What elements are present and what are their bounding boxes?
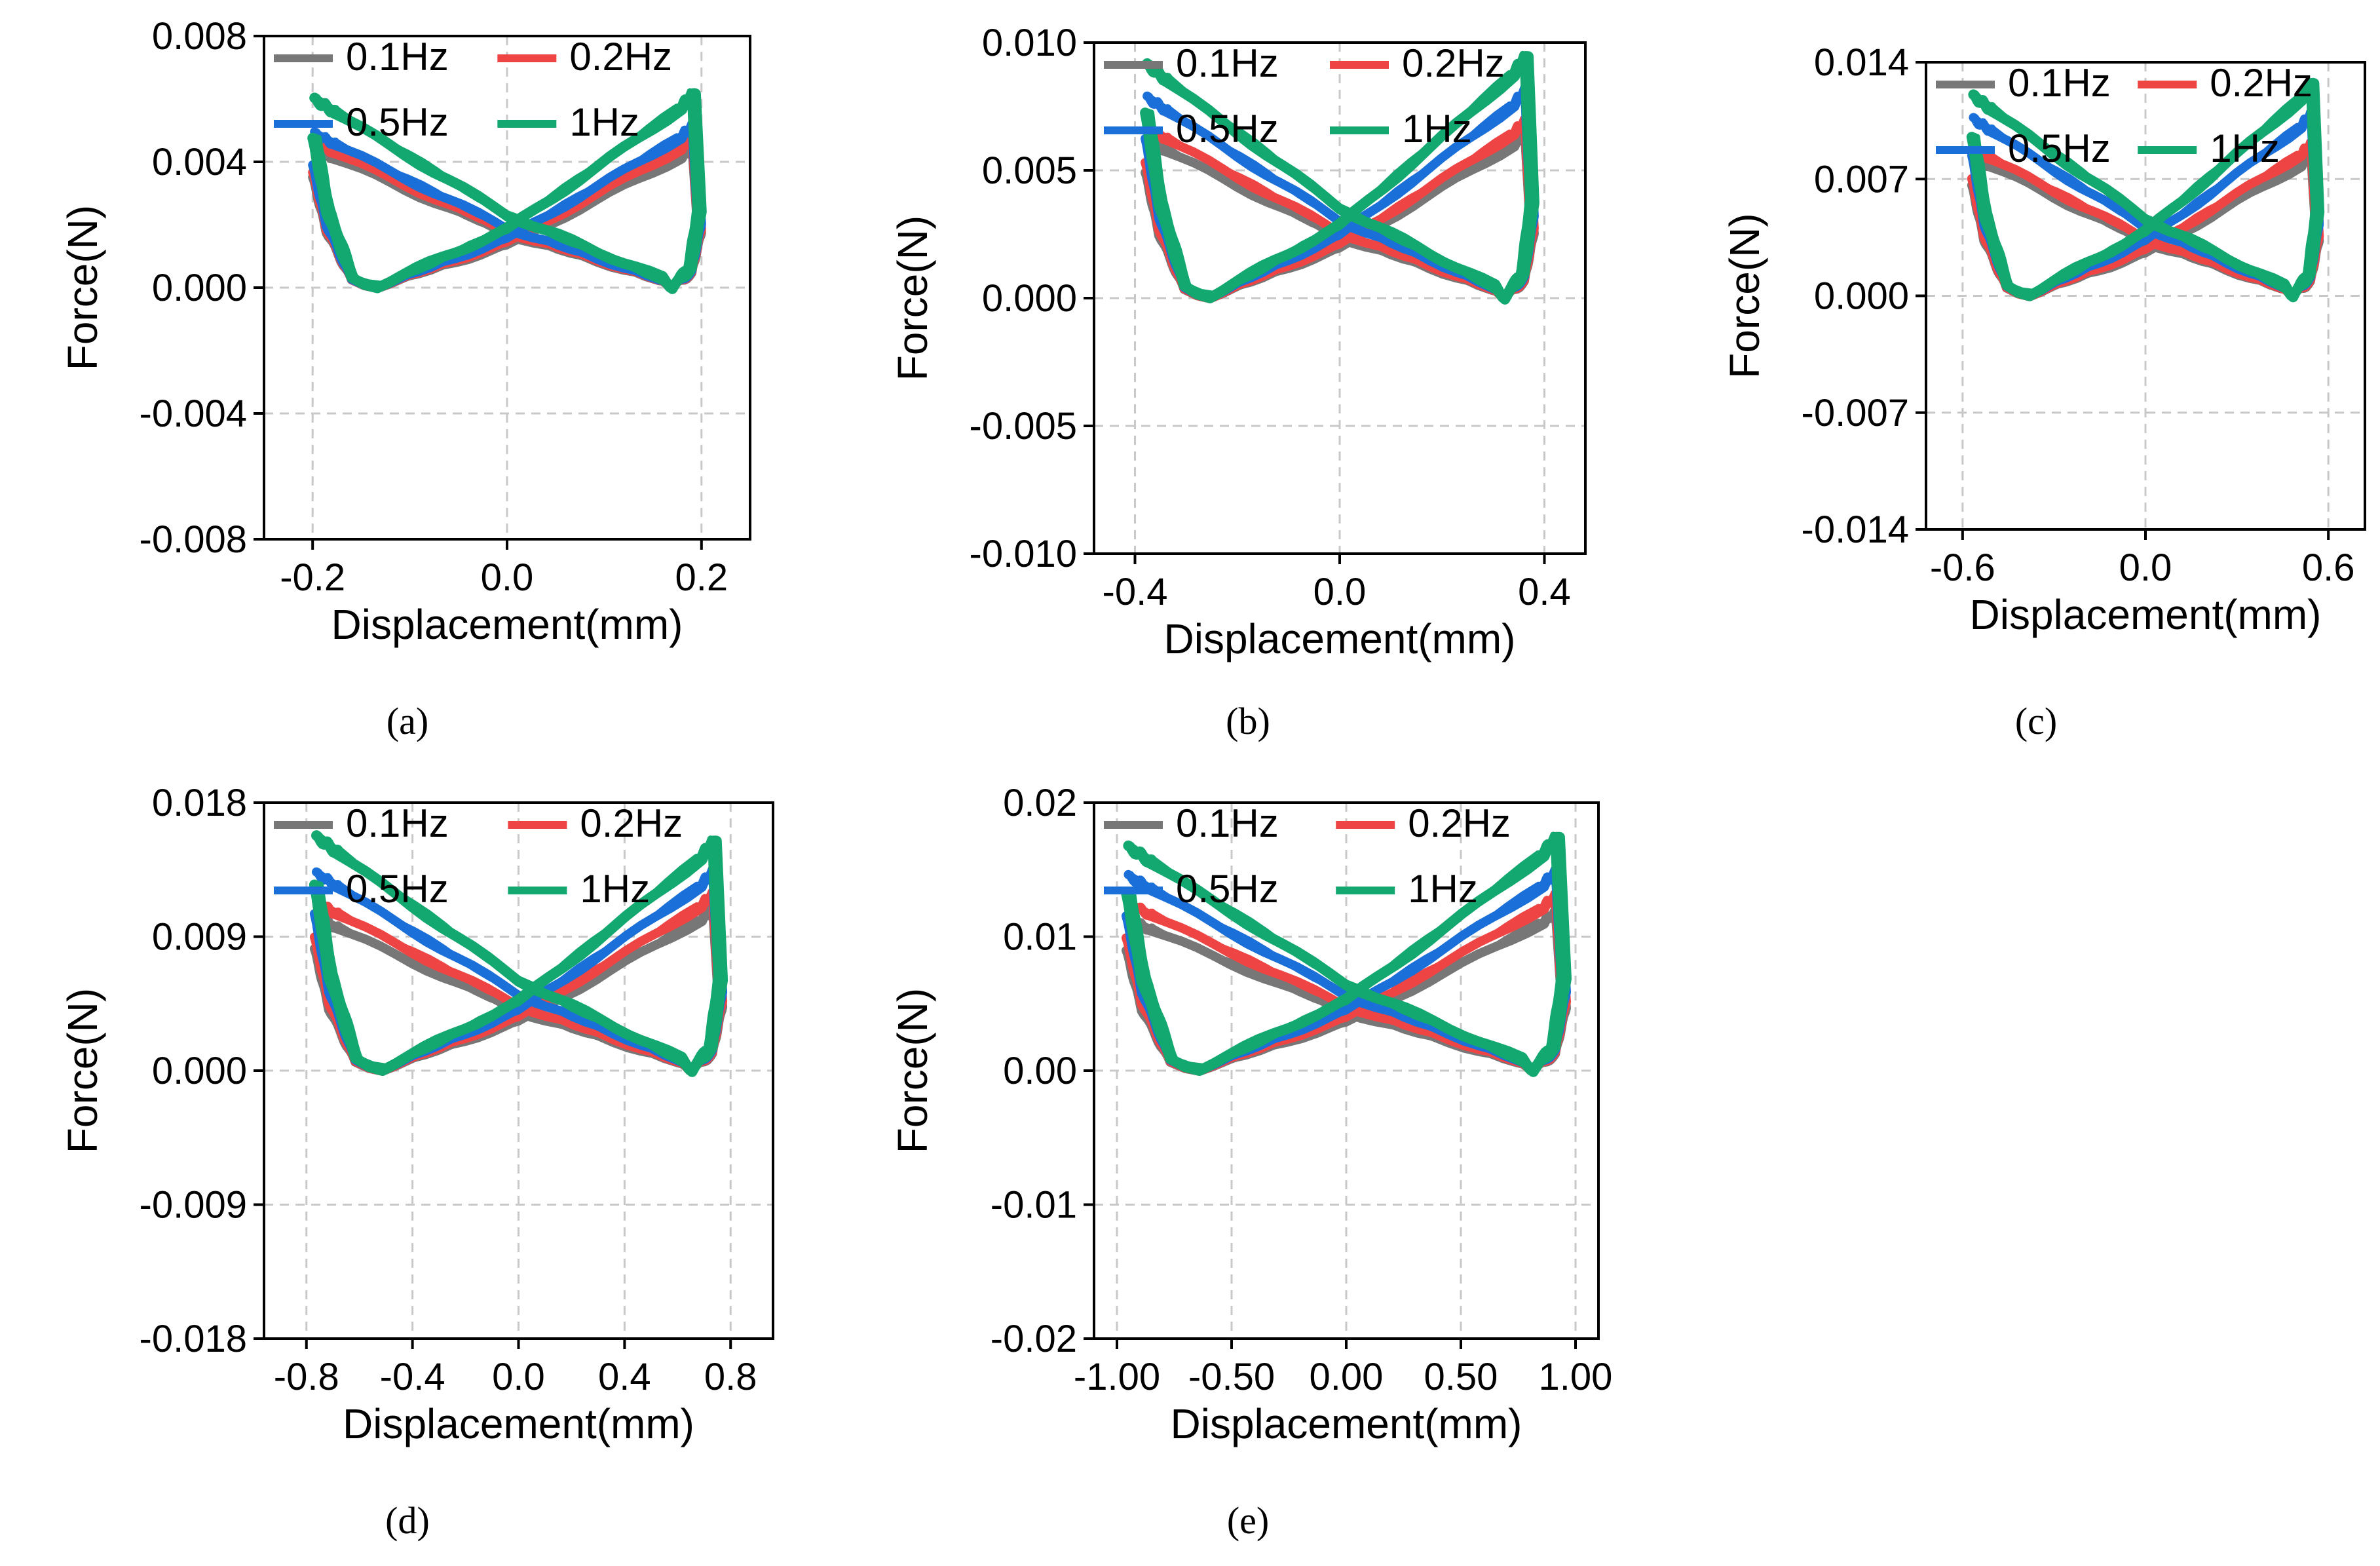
x-tick-label: -0.2: [280, 556, 345, 599]
legend-label: 0.5Hz: [1176, 867, 1279, 911]
y-tick-label: -0.007: [1802, 392, 1909, 434]
x-tick-label: -1.00: [1074, 1356, 1160, 1398]
legend: 0.1Hz 0.2Hz 0.5Hz 1Hz: [1104, 801, 1511, 911]
legend-label: 1Hz: [569, 100, 639, 144]
y-tick-label: 0.000: [152, 267, 247, 309]
x-tick-label: 0.0: [492, 1356, 545, 1398]
series-1hz-loop: [1129, 831, 1563, 1073]
y-tick-label: 0.010: [982, 22, 1077, 64]
y-tick-label: 0.02: [1003, 782, 1077, 824]
panel-caption: (c): [2015, 700, 2057, 742]
x-axis-label: Displacement(mm): [331, 601, 683, 648]
y-tick-label: -0.008: [140, 518, 247, 561]
y-axis-label: Force(N): [1721, 213, 1768, 378]
legend-label: 1Hz: [1402, 107, 1472, 151]
y-tick-label: -0.01: [991, 1184, 1077, 1227]
x-tick-label: 0.4: [598, 1356, 651, 1398]
y-tick-label: 0.004: [152, 141, 247, 183]
legend-label: 0.1Hz: [1176, 801, 1279, 845]
legend-label: 0.5Hz: [2008, 126, 2111, 170]
legend-label: 1Hz: [1408, 867, 1478, 911]
x-axis-label: Displacement(mm): [1970, 591, 2322, 638]
y-tick-label: 0.005: [982, 149, 1077, 192]
y-tick-label: 0.00: [1003, 1050, 1077, 1092]
legend: 0.1Hz 0.2Hz 0.5Hz 1Hz: [274, 35, 672, 144]
chart-panel-e: -1.00 -0.50 0.00 0.50 1.00 -0.02 -0.01 0.00 0.01…: [889, 782, 1612, 1542]
y-tick-label: -0.005: [970, 405, 1077, 448]
legend-label: 0.2Hz: [569, 35, 672, 79]
y-axis-label: Force(N): [59, 988, 106, 1153]
legend-label: 0.2Hz: [580, 801, 683, 845]
y-tick-label: -0.02: [991, 1318, 1077, 1360]
legend-label: 0.2Hz: [1408, 801, 1511, 845]
y-tick-label: 0.000: [1814, 275, 1909, 318]
x-tick-label: 0.0: [2119, 546, 2172, 589]
y-tick-label: 0.01: [1003, 916, 1077, 959]
panel-caption: (a): [387, 700, 428, 742]
y-tick-label: -0.010: [970, 533, 1077, 575]
y-tick-label: 0.000: [152, 1050, 247, 1092]
y-tick-label: 0.008: [152, 15, 247, 58]
y-tick-label: -0.018: [140, 1318, 247, 1360]
x-tick-label: -0.4: [1103, 571, 1168, 613]
x-tick-label: -0.4: [380, 1356, 445, 1398]
y-tick-label: -0.009: [140, 1184, 247, 1227]
legend-label: 1Hz: [580, 867, 650, 911]
legend: 0.1Hz 0.2Hz 0.5Hz 1Hz: [1104, 41, 1505, 151]
y-tick-label: 0.014: [1814, 41, 1909, 84]
legend-label: 0.1Hz: [2008, 61, 2111, 105]
x-tick-label: 1.00: [1539, 1356, 1613, 1398]
y-tick-label: -0.014: [1802, 508, 1909, 551]
y-tick-label: 0.000: [982, 277, 1077, 320]
y-axis-label: Force(N): [59, 205, 106, 370]
x-tick-label: 0.8: [704, 1356, 757, 1398]
x-tick-label: 0.4: [1518, 571, 1571, 613]
x-axis-label: Displacement(mm): [343, 1400, 694, 1447]
x-tick-label: 0.0: [481, 556, 534, 599]
series-1hz-loop: [315, 88, 699, 290]
series-1hz-loop: [317, 835, 720, 1073]
x-tick-label: -0.6: [1930, 546, 1995, 589]
x-tick-label: 0.50: [1424, 1356, 1498, 1398]
legend-label: 0.2Hz: [1402, 41, 1505, 85]
x-tick-label: 0.00: [1310, 1356, 1384, 1398]
chart-panel-b: -0.4 0.0 0.4 -0.010 -0.005 0.000 0.005 0.010 Dis…: [889, 22, 1587, 742]
x-axis-label: Displacement(mm): [1164, 615, 1516, 662]
chart-panel-d: -0.8 -0.4 0.0 0.4 0.8 -0.018 -0.009 0.000 0.009 0…: [59, 782, 774, 1542]
y-tick-label: 0.007: [1814, 158, 1909, 201]
legend-label: 0.1Hz: [1176, 41, 1279, 85]
x-axis-label: Displacement(mm): [1171, 1400, 1522, 1447]
x-tick-label: -0.8: [274, 1356, 339, 1398]
y-tick-label: -0.004: [140, 392, 247, 435]
panel-caption: (d): [385, 1499, 430, 1542]
panel-caption: (e): [1227, 1499, 1269, 1542]
series-1hz-loop: [1973, 77, 2318, 298]
y-axis-label: Force(N): [889, 988, 936, 1153]
x-tick-label: 0.0: [1313, 571, 1367, 613]
legend-label: 0.2Hz: [2210, 61, 2313, 105]
legend: 0.1Hz 0.2Hz 0.5Hz 1Hz: [274, 801, 683, 911]
legend-label: 0.1Hz: [346, 35, 449, 79]
legend-label: 0.5Hz: [1176, 107, 1279, 151]
x-tick-label: -0.50: [1188, 1356, 1275, 1398]
series-1hz-loop: [1148, 50, 1532, 301]
panel-caption: (b): [1226, 700, 1270, 742]
x-tick-label: 0.2: [675, 556, 728, 599]
legend: 0.1Hz 0.2Hz 0.5Hz 1Hz: [1936, 61, 2313, 170]
y-tick-label: 0.018: [152, 782, 247, 824]
legend-label: 0.5Hz: [346, 100, 449, 144]
y-tick-label: 0.009: [152, 916, 247, 959]
legend-label: 0.5Hz: [346, 867, 449, 911]
chart-panel-a: -0.2 0.0 0.2 -0.008 -0.004 0.000 0.004 0.008 Dis…: [59, 15, 751, 742]
legend-label: 0.1Hz: [346, 801, 449, 845]
y-axis-label: Force(N): [889, 216, 936, 381]
chart-panel-c: -0.6 0.0 0.6 -0.014 -0.007 0.000 0.007 0.014 Dis…: [1721, 41, 2366, 742]
legend-label: 1Hz: [2210, 126, 2280, 170]
x-tick-label: 0.6: [2302, 546, 2355, 589]
